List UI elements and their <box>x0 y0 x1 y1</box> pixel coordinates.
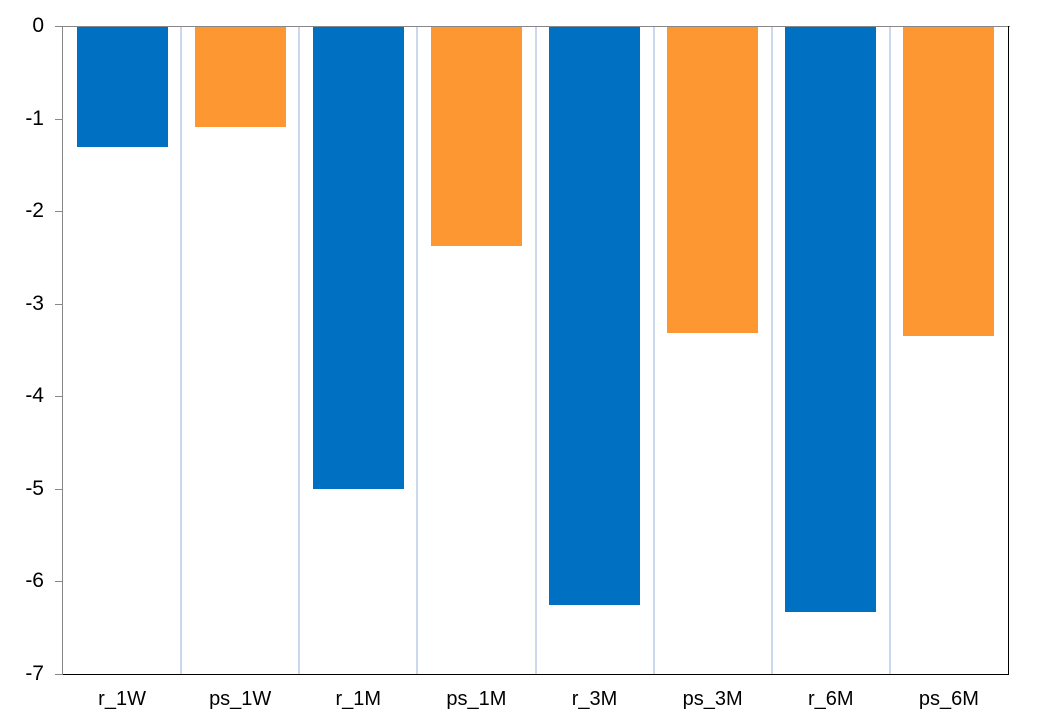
plot-border-right <box>1008 26 1009 675</box>
y-tick <box>55 118 63 120</box>
x-category-label-ps_1M: ps_1M <box>446 688 507 710</box>
zero-line <box>63 26 1010 27</box>
y-tick-label: -5 <box>25 476 44 500</box>
gridline <box>534 26 537 674</box>
y-tick <box>55 674 63 675</box>
bar-r_6M <box>785 26 877 612</box>
y-axis-line <box>62 26 63 675</box>
x-category-label-r_1W: r_1W <box>98 688 146 710</box>
y-tick-label: 0 <box>32 14 44 37</box>
y-tick-label: -1 <box>25 106 44 130</box>
y-tick-label: -7 <box>25 662 44 685</box>
gridline <box>298 26 301 674</box>
y-tick-label: -3 <box>25 291 44 315</box>
y-tick <box>55 581 63 583</box>
bar-ps_3M <box>667 26 759 334</box>
gridline <box>180 26 183 674</box>
gridline <box>888 26 891 674</box>
gridline <box>416 26 419 674</box>
y-tick <box>55 303 63 305</box>
bar-r_1M <box>312 26 404 489</box>
y-tick-label: -4 <box>25 384 44 408</box>
bar-r_3M <box>549 26 641 605</box>
x-category-label-r_3M: r_3M <box>571 688 618 710</box>
y-tick <box>55 488 63 490</box>
x-category-label-ps_6M: ps_6M <box>918 688 979 710</box>
x-category-label-ps_3M: ps_3M <box>682 688 743 710</box>
bar-r_1W <box>76 26 168 148</box>
bar-ps_1M <box>430 26 522 247</box>
y-tick <box>55 211 63 213</box>
x-category-label-ps_1W: ps_1W <box>209 688 272 710</box>
y-tick-label: -6 <box>25 569 44 593</box>
bar-ps_1W <box>194 26 286 127</box>
bar-ps_6M <box>903 26 995 337</box>
plot-border-bottom <box>63 674 1009 675</box>
y-tick <box>55 396 63 398</box>
gridline <box>652 26 655 674</box>
gridline <box>770 26 773 674</box>
x-category-label-r_6M: r_6M <box>808 688 854 710</box>
x-category-label-r_1M: r_1M <box>335 688 382 710</box>
y-tick-label: -2 <box>25 199 44 223</box>
y-tick <box>55 26 63 27</box>
